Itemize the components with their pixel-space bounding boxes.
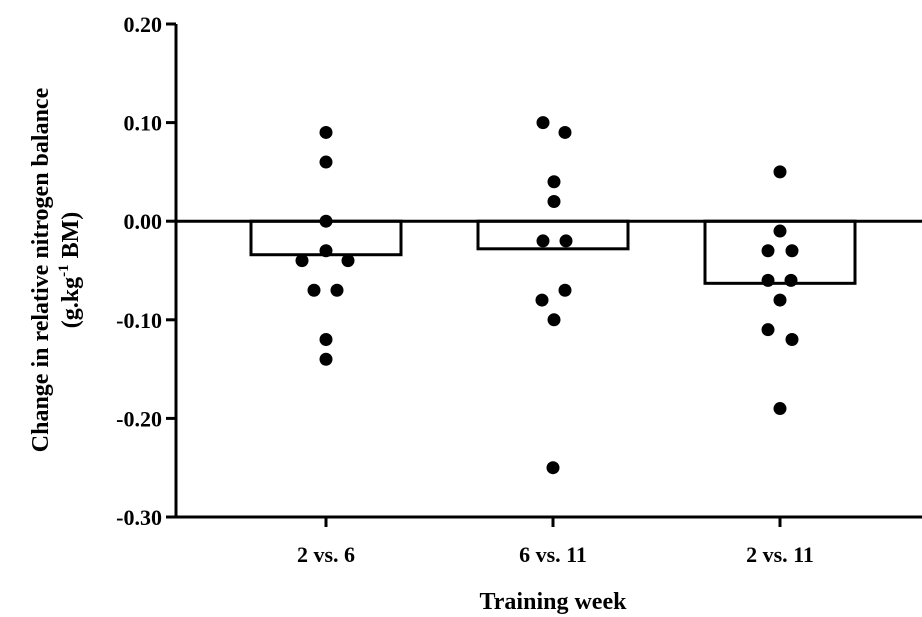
data-point [319,125,333,139]
x-axis-title: Training week [480,589,628,615]
y-tick-label: 0.10 [124,111,163,136]
data-point [319,244,333,258]
points-group [295,116,799,475]
data-point [341,254,355,268]
axes-group: 0.20 0.10 0.00 -0.10 -0.20 -0.30 2 vs. 6 6 vs. … [116,12,922,567]
data-point [546,461,560,475]
data-point [307,283,321,297]
y-tick-label: -0.20 [116,406,162,431]
data-point [773,293,787,307]
x-tick-label: 2 vs. 11 [746,542,814,567]
data-point [536,234,550,248]
data-point [761,323,775,337]
data-point [319,333,333,347]
y-tick-label: -0.30 [116,505,162,530]
data-point [761,244,775,258]
data-point [330,283,344,297]
data-point [785,333,799,347]
data-point [559,234,573,248]
y-axis-title-unit-pre: (g.kg [58,277,84,328]
data-point [295,254,309,268]
y-tick-label: 0.20 [124,12,163,37]
bar-2 [476,219,630,251]
data-point [547,175,561,189]
y-axis-title: Change in relative nitrogen balance (g.k… [28,87,84,452]
y-axis-title-line2: (g.kg-1 BM) [56,212,84,329]
data-point [535,293,549,307]
data-point [558,125,572,139]
y-axis-title-line1: Change in relative nitrogen balance [28,87,54,452]
y-axis-title-unit-sup: -1 [56,264,72,277]
y-tick-label: 0.00 [124,209,163,234]
data-point [784,273,798,287]
data-point [319,155,333,169]
data-point [773,224,787,238]
data-point [761,273,775,287]
data-point [536,116,550,130]
y-axis-title-unit-post: BM) [58,212,84,265]
x-tick-label: 2 vs. 6 [297,542,355,567]
data-point [547,313,561,327]
data-point [785,244,799,258]
data-point [773,165,787,179]
data-point [558,283,572,297]
y-tick-label: -0.10 [116,308,162,333]
data-point [547,194,561,208]
x-tick-label: 6 vs. 11 [519,542,587,567]
data-point [319,352,333,366]
data-point [773,402,787,416]
